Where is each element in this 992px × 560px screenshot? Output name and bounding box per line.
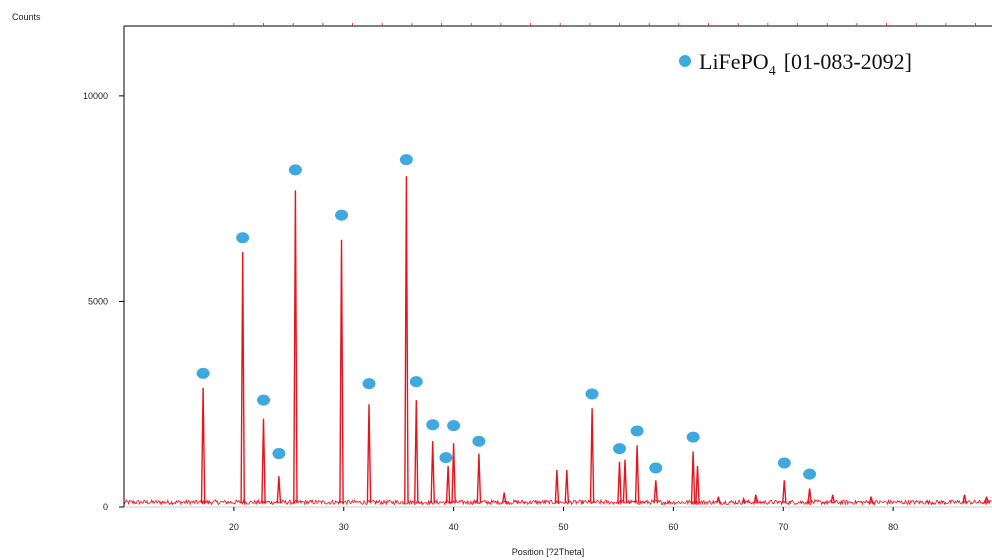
peak-series	[200, 176, 989, 504]
phase-marker	[335, 209, 349, 221]
phase-marker	[272, 448, 286, 460]
peak	[501, 492, 507, 504]
peak	[445, 465, 451, 504]
peak	[339, 239, 344, 504]
peak	[695, 465, 700, 504]
peak	[634, 445, 640, 504]
peak	[240, 252, 245, 504]
peak	[564, 469, 570, 504]
y-axis-title: Counts	[12, 12, 41, 22]
phase-marker	[439, 452, 453, 464]
peak	[200, 387, 206, 504]
peak	[716, 496, 721, 504]
peak	[589, 408, 595, 504]
peak	[554, 469, 560, 504]
phase-marker	[803, 468, 817, 480]
legend-label-subscript: 4	[769, 64, 776, 79]
x-tick-label: 80	[888, 522, 898, 532]
peak	[753, 494, 759, 504]
x-tick-label: 70	[778, 522, 788, 532]
peak	[430, 441, 435, 504]
x-axis-title: Position [?2Theta]	[512, 547, 585, 557]
peak	[830, 494, 835, 504]
phase-marker	[777, 457, 791, 469]
legend-label-reference: [01-083-2092]	[784, 49, 912, 74]
phase-marker	[362, 378, 376, 390]
plot-frame	[123, 25, 992, 508]
peak	[293, 190, 298, 504]
phase-marker	[472, 435, 486, 447]
peak	[807, 488, 812, 504]
y-tick-label: 10000	[83, 91, 108, 101]
axis-ticks: 20 30 40 50 60 70 80 0 5000 10000	[83, 23, 976, 532]
peak	[690, 451, 696, 504]
legend-label-main: LiFePO	[699, 49, 769, 74]
peak	[366, 404, 372, 504]
phase-marker	[236, 232, 250, 244]
x-tick-label: 20	[229, 522, 239, 532]
phase-marker	[630, 425, 644, 437]
peak	[617, 461, 622, 504]
legend: LiFePO4 [01-083-2092]	[679, 49, 912, 79]
phase-marker	[196, 367, 210, 379]
phase-marker	[585, 388, 599, 400]
peak	[404, 176, 409, 504]
peak	[782, 480, 787, 504]
x-tick-label: 30	[339, 522, 349, 532]
x-tick-label: 50	[558, 522, 568, 532]
x-tick-label: 60	[668, 522, 678, 532]
phase-markers	[196, 154, 817, 480]
phase-marker	[399, 154, 413, 166]
peak	[653, 480, 659, 504]
phase-marker	[426, 419, 440, 431]
peak	[276, 476, 282, 504]
peak	[741, 496, 746, 504]
legend-marker	[679, 55, 691, 67]
phase-marker	[613, 443, 627, 455]
phase-marker	[409, 376, 423, 388]
phase-marker	[257, 394, 271, 406]
phase-marker	[686, 431, 700, 443]
peak	[962, 494, 967, 504]
peak	[261, 418, 266, 504]
peak	[622, 459, 628, 504]
peak	[476, 453, 482, 504]
phase-marker	[447, 420, 461, 432]
peak	[984, 496, 989, 504]
x-tick-label: 40	[449, 522, 459, 532]
y-tick-label: 0	[103, 502, 108, 512]
legend-label: LiFePO4 [01-083-2092]	[699, 49, 912, 79]
phase-marker	[288, 164, 302, 176]
peak	[451, 443, 456, 504]
y-tick-label: 5000	[88, 296, 108, 306]
peak	[868, 496, 874, 504]
phase-marker	[649, 462, 663, 474]
peak	[414, 400, 419, 504]
